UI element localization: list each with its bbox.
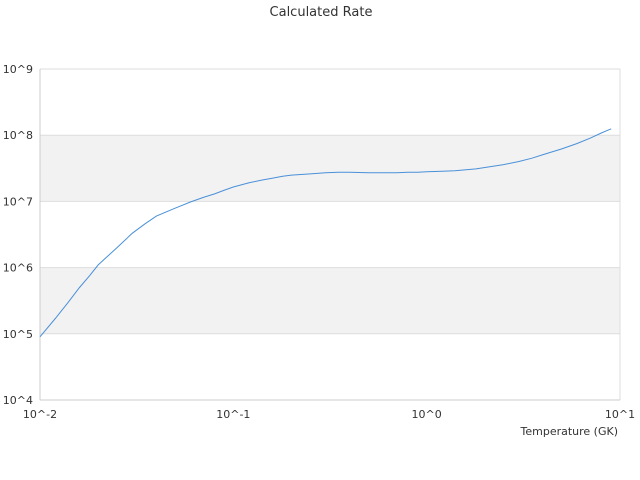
y-tick-label: 10^4 xyxy=(3,394,33,407)
y-tick-label: 10^5 xyxy=(3,328,33,341)
grid-band xyxy=(40,267,620,334)
plot-frame xyxy=(39,69,621,401)
series-line xyxy=(39,128,612,338)
y-tick-label: 10^7 xyxy=(3,195,33,208)
series-group xyxy=(39,128,612,338)
x-tick-label: 10^-2 xyxy=(23,408,57,421)
x-tick-label: 10^-1 xyxy=(216,408,250,421)
x-axis-ticks: 10^-2 10^-1 10^0 10^1 xyxy=(23,408,635,421)
grid-bands xyxy=(40,135,620,334)
grid-band xyxy=(40,135,620,202)
x-tick-label: 10^0 xyxy=(412,408,442,421)
y-tick-label: 10^9 xyxy=(3,63,33,76)
chart-title: Calculated Rate xyxy=(270,5,373,20)
x-tick-label: 10^1 xyxy=(605,408,635,421)
y-tick-label: 10^6 xyxy=(3,262,33,275)
y-tick-label: 10^8 xyxy=(3,129,33,142)
y-axis-ticks: 10^4 10^5 10^6 10^7 10^8 10^9 xyxy=(3,63,33,407)
gridlines xyxy=(40,68,620,401)
x-axis-title: Temperature (GK) xyxy=(520,425,619,438)
